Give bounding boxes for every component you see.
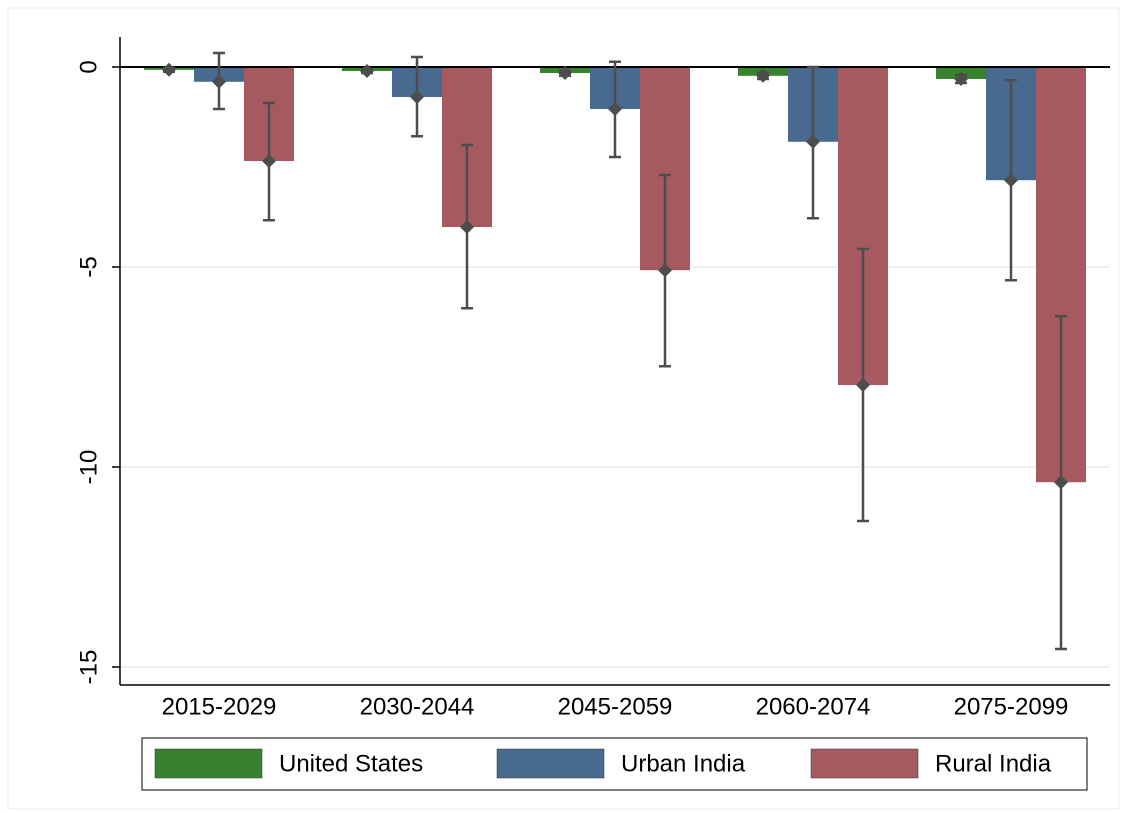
legend-swatch [496, 748, 605, 779]
point-marker [1004, 173, 1018, 188]
legend-swatch [154, 748, 263, 779]
x-tick-label: 2015-2029 [162, 693, 277, 720]
point-marker [212, 74, 226, 89]
point-marker [558, 66, 572, 80]
x-tick-label: 2075-2099 [954, 693, 1069, 720]
legend-label: United States [279, 750, 423, 777]
point-marker [410, 90, 424, 104]
chart-frame [7, 7, 1120, 810]
legend-label: Rural India [935, 750, 1052, 777]
point-marker [954, 72, 968, 86]
point-marker [608, 102, 622, 116]
x-tick-label: 2060-2074 [756, 693, 871, 720]
point-marker [1054, 475, 1068, 490]
point-marker [856, 378, 870, 392]
point-marker [262, 154, 276, 168]
point-marker [360, 64, 374, 78]
legend-swatch [810, 748, 919, 779]
legend-box [141, 737, 1088, 791]
x-tick-label: 2030-2044 [360, 693, 475, 720]
y-tick-label: -10 [75, 450, 102, 485]
point-marker [162, 62, 176, 77]
point-marker [756, 68, 770, 83]
y-tick-label: -15 [75, 650, 102, 685]
y-tick-label: -5 [75, 256, 102, 277]
point-marker [658, 263, 672, 278]
legend-label: Urban India [621, 750, 746, 777]
point-marker [806, 134, 820, 149]
point-marker [460, 220, 474, 234]
y-tick-label: 0 [75, 60, 102, 73]
x-tick-label: 2045-2059 [558, 693, 673, 720]
